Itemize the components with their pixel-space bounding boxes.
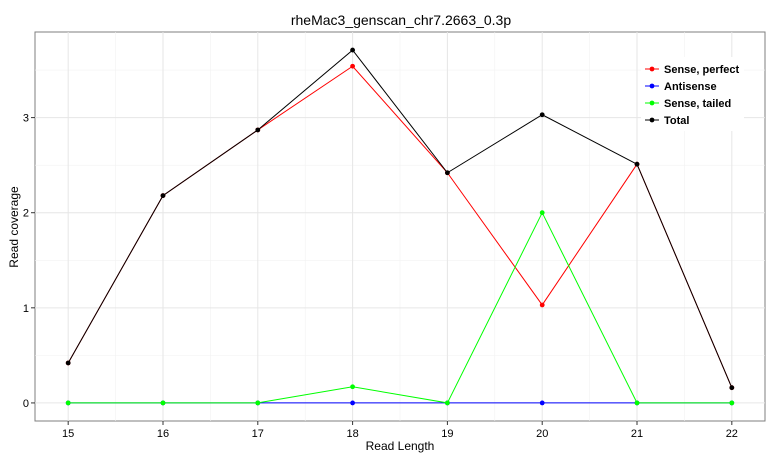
x-tick-label: 19 [441, 428, 453, 440]
data-point [350, 400, 355, 406]
data-point [445, 400, 450, 406]
legend-label: Sense, perfect [664, 64, 740, 76]
x-tick-label: 15 [62, 428, 74, 440]
data-point [160, 193, 166, 198]
series-total [65, 47, 735, 391]
x-axis-title: Read Length [366, 439, 435, 453]
data-point [539, 302, 545, 308]
legend: Sense, perfect Antisense Sense, tailed Tota… [641, 57, 744, 131]
data-point [539, 400, 545, 406]
x-tick-label: 22 [726, 428, 738, 440]
y-tick-label: 2 [23, 208, 29, 220]
legend-key-point [649, 117, 655, 123]
data-point [350, 384, 355, 390]
data-point [65, 400, 71, 406]
legend-label: Sense, tailed [664, 98, 731, 110]
y-axis-ticks: 0 1 2 3 [23, 113, 35, 410]
x-tick-label: 18 [346, 428, 358, 440]
legend-label: Total [664, 115, 689, 127]
data-point [539, 112, 545, 118]
data-point [65, 360, 71, 366]
y-axis-title: Read coverage [7, 186, 21, 268]
grid-lines [35, 32, 765, 421]
x-tick-label: 17 [252, 428, 264, 440]
y-tick-label: 1 [23, 303, 29, 315]
legend-key-point [649, 100, 655, 106]
x-axis-ticks: 15 16 17 18 19 20 21 22 [62, 421, 738, 440]
data-point [634, 161, 640, 167]
x-tick-label: 20 [536, 428, 548, 440]
x-tick-label: 21 [631, 428, 643, 440]
x-tick-label: 16 [157, 428, 169, 440]
series-layer [65, 47, 735, 406]
data-point [445, 170, 450, 176]
y-tick-label: 0 [23, 398, 29, 410]
data-point [350, 47, 355, 53]
legend-key-point [649, 66, 655, 72]
legend-key-point [649, 83, 655, 89]
data-point [634, 400, 640, 406]
legend-label: Antisense [664, 81, 717, 93]
data-point [729, 385, 735, 391]
data-point [160, 400, 166, 406]
y-tick-label: 3 [23, 113, 29, 125]
series-line [67, 49, 733, 388]
data-point [350, 63, 355, 69]
data-point [729, 400, 735, 406]
chart-title: rheMac3_genscan_chr7.2663_0.3p [291, 12, 511, 28]
series-line [68, 211, 732, 404]
data-point [539, 210, 545, 216]
data-point [255, 400, 261, 406]
series-sense-tailed [65, 210, 735, 406]
data-point [255, 127, 261, 133]
